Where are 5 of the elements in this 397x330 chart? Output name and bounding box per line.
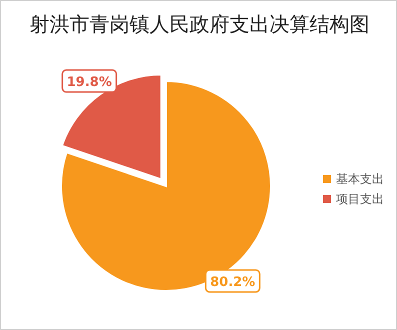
legend-label: 项目支出 — [336, 190, 384, 208]
legend-label: 基本支出 — [336, 170, 384, 188]
data-label: 80.2% — [210, 274, 256, 290]
chart-title: 射洪市青岗镇人民政府支出决算结构图 — [28, 11, 370, 37]
data-label: 19.8% — [66, 75, 112, 90]
